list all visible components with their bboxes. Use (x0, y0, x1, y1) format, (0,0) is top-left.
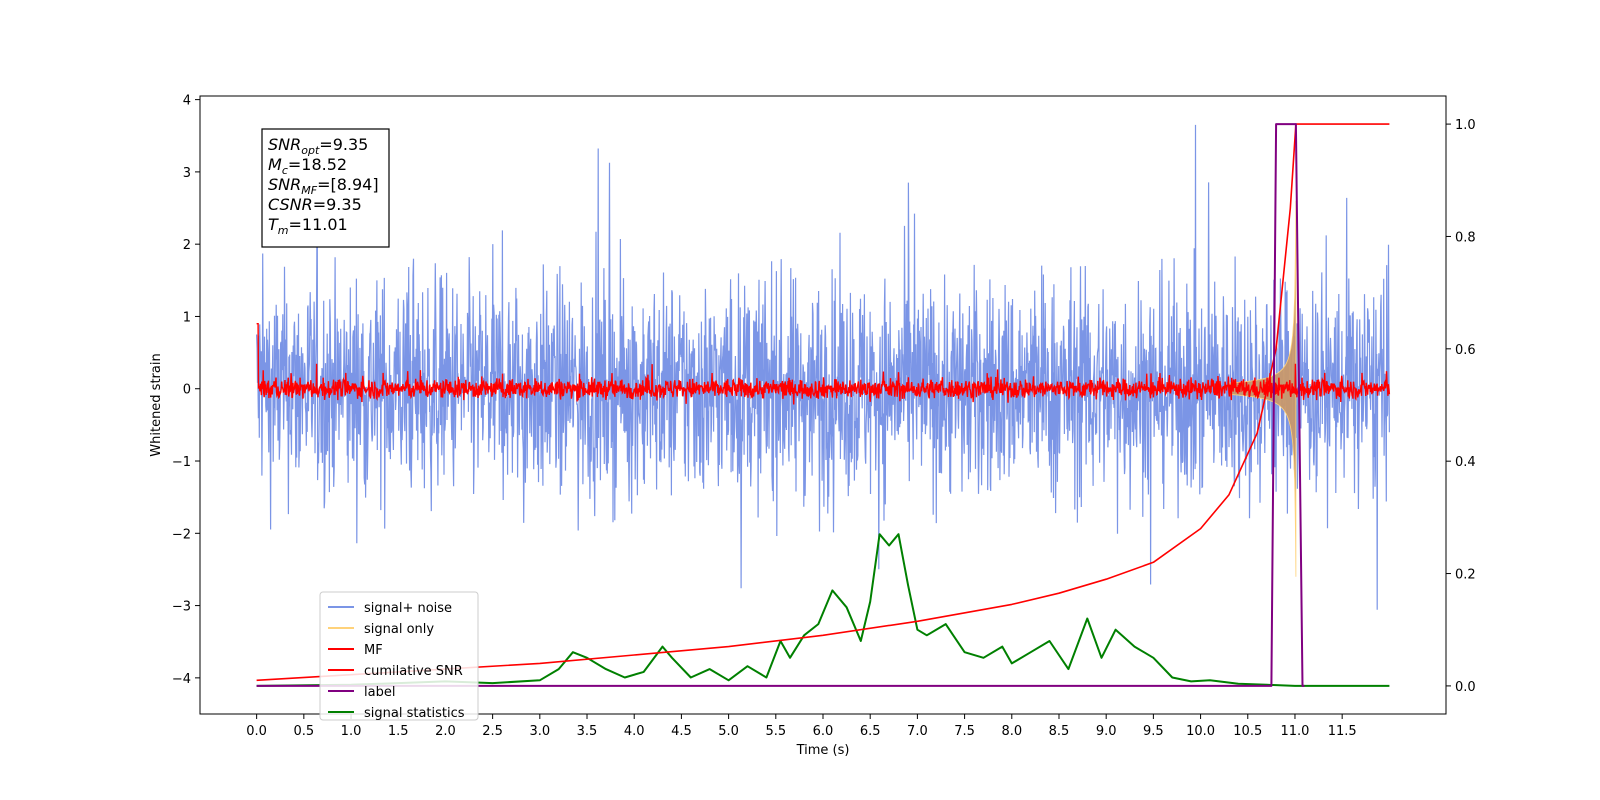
y-left-tick-label: 1 (183, 310, 191, 325)
y-axis-right: 1.0 0.8 0.6 0.4 0.2 0.0 (1446, 118, 1476, 695)
y-right-tick-label: 0.0 (1455, 680, 1476, 695)
series-mf (256, 323, 1391, 405)
series-label (256, 123, 1305, 687)
x-tick-label: 1.5 (388, 724, 409, 739)
y-axis-label: Whitened strain (149, 353, 164, 456)
y-left-tick-label: 4 (183, 94, 191, 109)
x-tick-label: 8.5 (1049, 724, 1070, 739)
x-axis: 0.0 0.5 1.0 1.5 2.0 2.5 3.0 3.5 4.0 4.5 5.0 5.5 6.0 6… (246, 714, 1357, 739)
y-left-tick-label: 2 (183, 238, 191, 253)
series-signal-statistics (256, 533, 1390, 687)
x-tick-label: 2.5 (482, 724, 503, 739)
annotation-line: Tm=11.01 (268, 215, 348, 237)
annotation-line: SNRopt=9.35 (268, 135, 368, 157)
annotation-box: SNRopt=9.35Mc=18.52SNRMF=[8.94]CSNR=9.35… (261, 128, 390, 248)
annotation-frame (261, 128, 390, 248)
x-tick-label: 9.5 (1143, 724, 1164, 739)
x-tick-label: 3.5 (577, 724, 598, 739)
x-tick-label: 5.0 (718, 724, 739, 739)
y-right-tick-label: 0.6 (1455, 343, 1476, 358)
x-tick-label: 7.0 (907, 724, 928, 739)
x-tick-label: 4.5 (671, 724, 692, 739)
x-tick-label: 0.0 (246, 724, 267, 739)
annotation-line: Mc=18.52 (268, 155, 347, 177)
series-cumilative-snr (256, 123, 1390, 682)
x-tick-label: 2.0 (435, 724, 456, 739)
x-tick-label: 4.0 (624, 724, 645, 739)
y-left-tick-label: 0 (183, 383, 191, 398)
annotation-line: SNRMF=[8.94] (268, 175, 379, 197)
legend-label: signal only (364, 622, 434, 637)
legend-label: label (364, 685, 395, 700)
y-right-tick-label: 1.0 (1455, 118, 1476, 133)
x-tick-label: 8.0 (1001, 724, 1022, 739)
legend-label: signal+ noise (364, 601, 452, 616)
x-tick-label: 5.5 (765, 724, 786, 739)
annotation-line: CSNR=9.35 (268, 195, 362, 214)
y-left-tick-label: −4 (172, 672, 191, 687)
legend-label: signal statistics (364, 706, 465, 721)
y-left-tick-label: −2 (172, 527, 191, 542)
x-tick-label: 9.0 (1096, 724, 1117, 739)
legend: signal+ noise signal only MF cumilative SNR… (319, 591, 479, 721)
x-tick-label: 7.5 (954, 724, 975, 739)
x-tick-label: 6.0 (813, 724, 834, 739)
x-tick-label: 6.5 (860, 724, 881, 739)
y-left-tick-label: 3 (183, 166, 191, 181)
y-left-tick-label: −3 (172, 600, 191, 615)
series-signal-noise (256, 124, 1391, 610)
legend-label: MF (364, 643, 383, 658)
x-tick-label: 3.0 (529, 724, 550, 739)
x-tick-label: 0.5 (293, 724, 314, 739)
y-right-tick-label: 0.4 (1455, 455, 1476, 470)
x-tick-label: 10.0 (1186, 724, 1215, 739)
y-left-tick-label: −1 (172, 455, 191, 470)
x-tick-label: 10.5 (1233, 724, 1262, 739)
y-right-tick-label: 0.2 (1455, 568, 1476, 583)
legend-frame (319, 591, 479, 721)
series-layer (256, 123, 1391, 687)
x-tick-label: 11.5 (1328, 724, 1357, 739)
y-right-tick-label: 0.8 (1455, 230, 1476, 245)
legend-label: cumilative SNR (364, 664, 463, 679)
y-axis-left: 4 3 2 1 0 −1 −2 −3 −4 (172, 94, 200, 687)
x-axis-label: Time (s) (796, 743, 850, 758)
x-tick-label: 1.0 (341, 724, 362, 739)
x-tick-label: 11.0 (1280, 724, 1309, 739)
